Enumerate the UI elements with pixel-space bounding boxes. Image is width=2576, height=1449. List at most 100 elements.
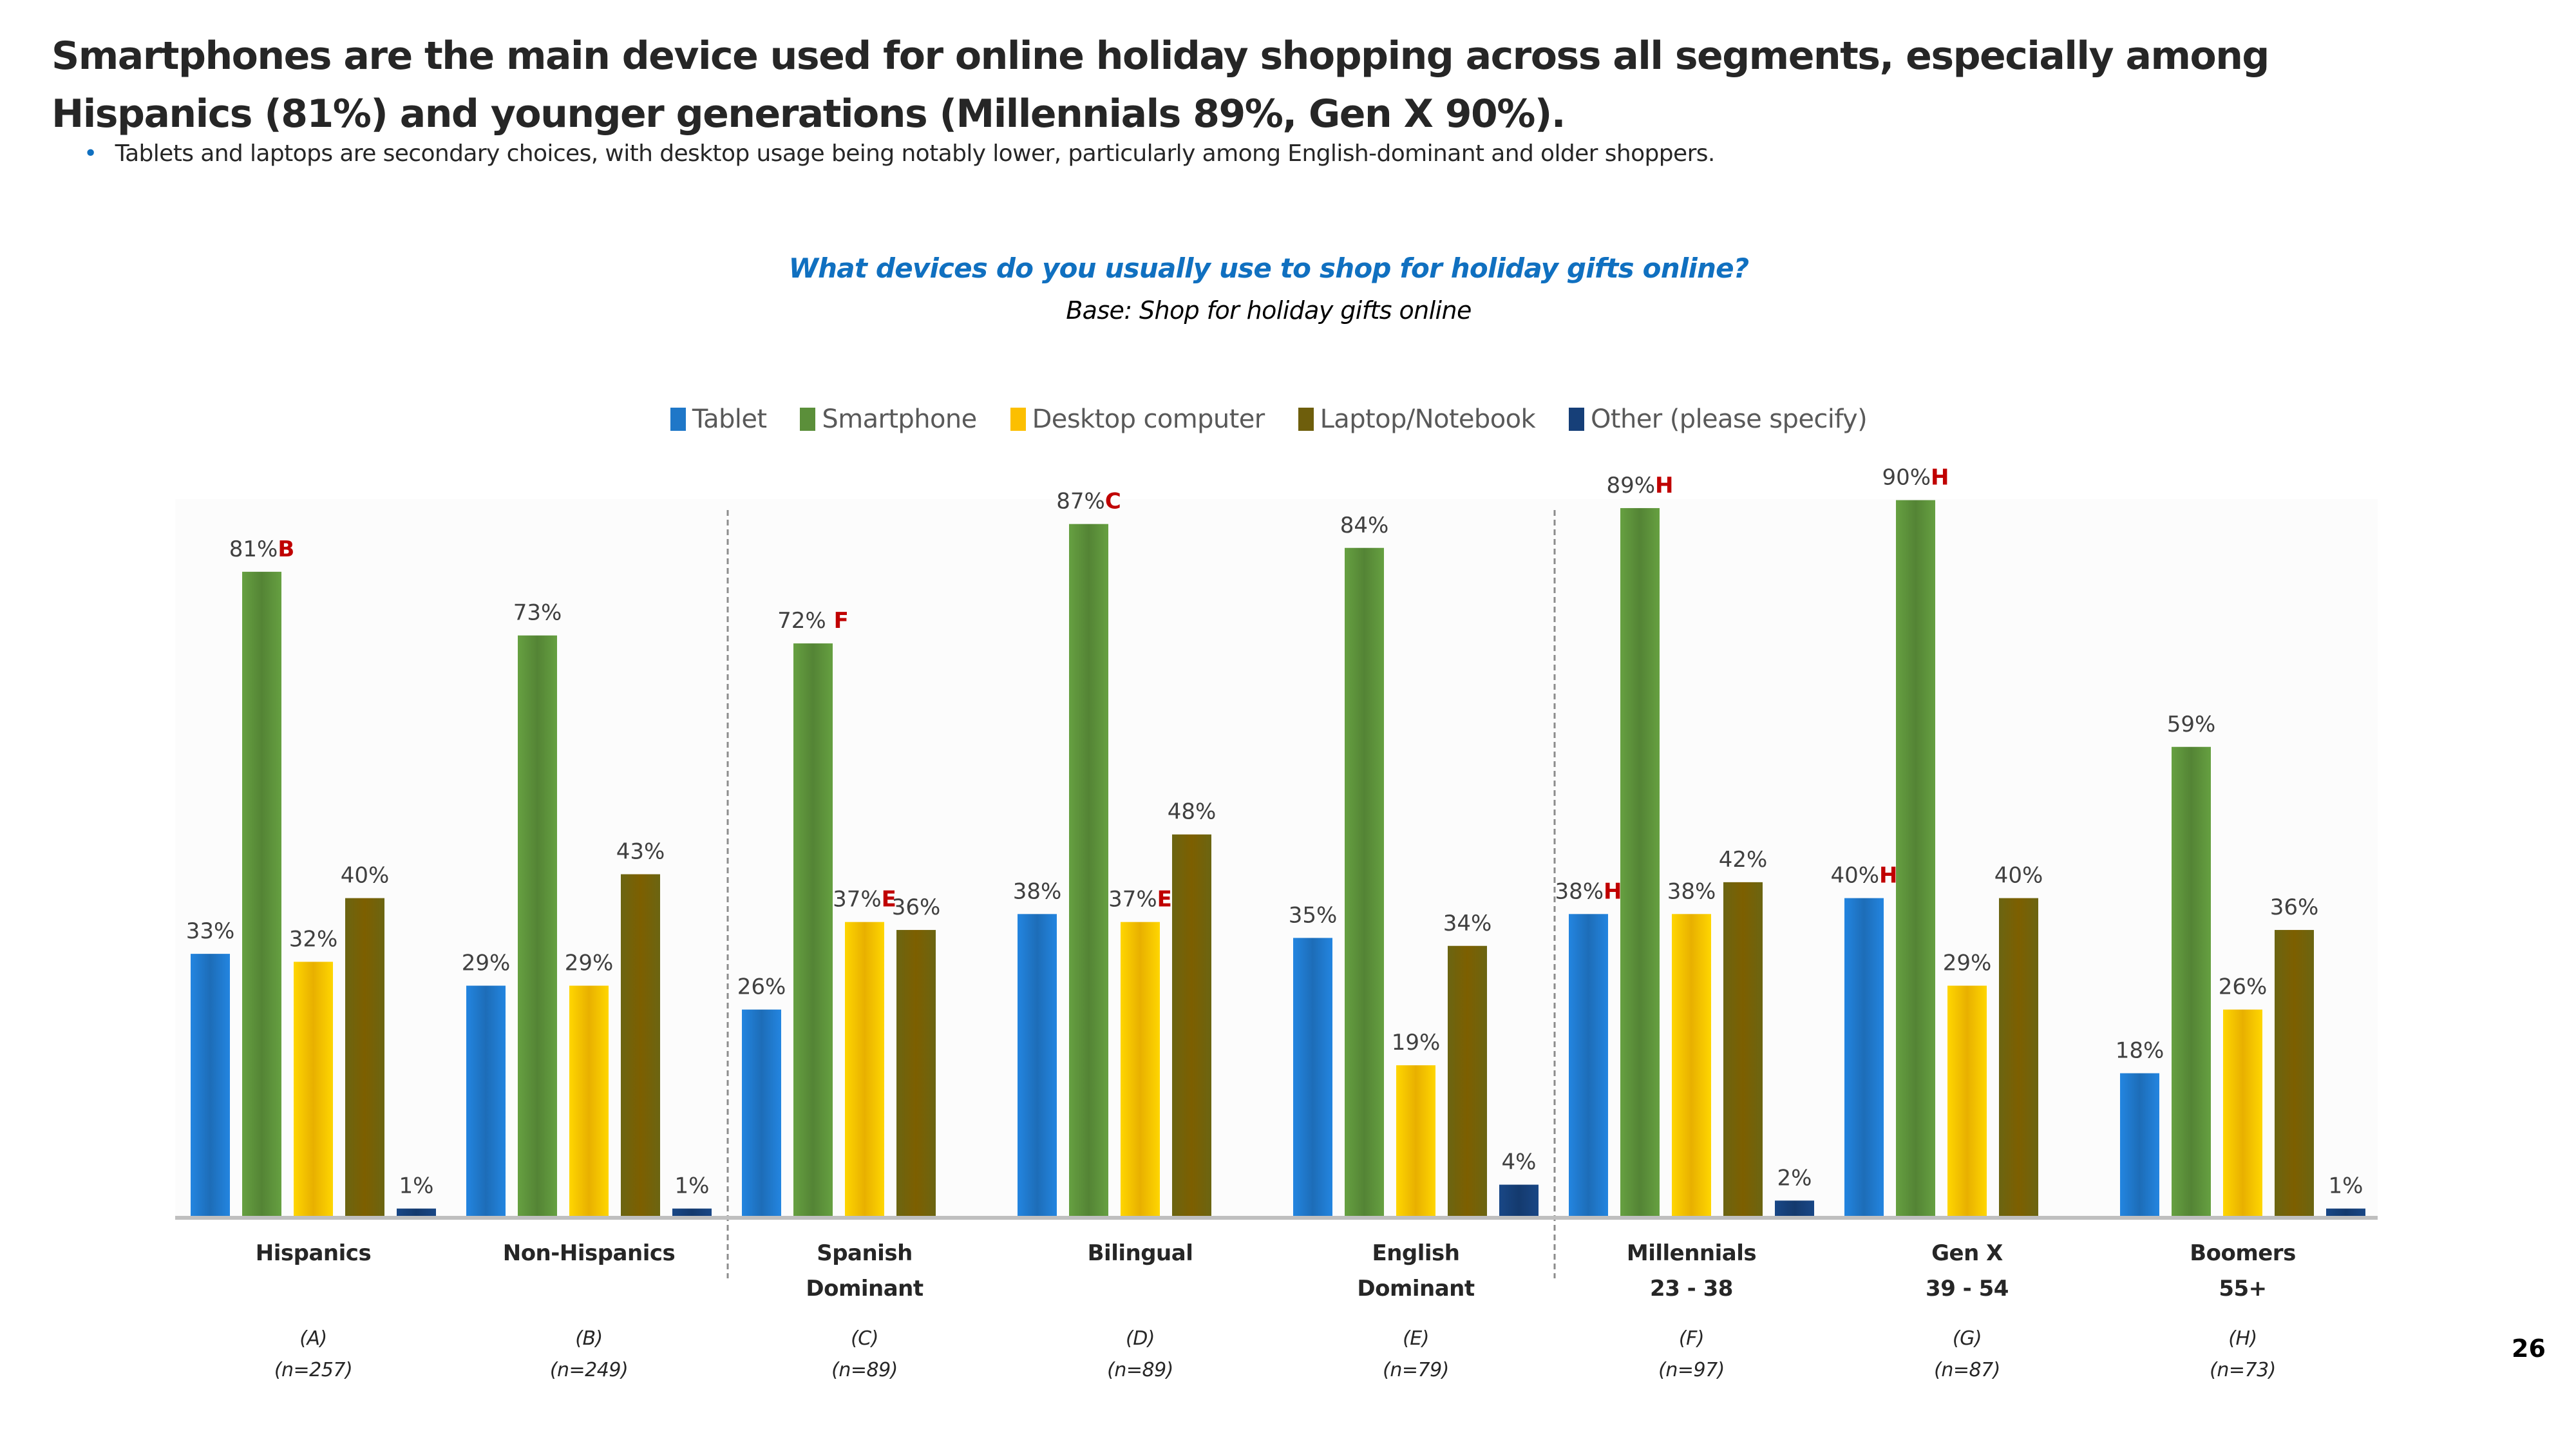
data-label: 26% (2219, 974, 2268, 1000)
bar-other-please-specify-boomers-55 (2326, 1208, 2365, 1217)
bar-smartphone-millennials-23-38 (1620, 507, 1660, 1217)
category-label: Boomers (2190, 1240, 2296, 1266)
category-label: Dominant (806, 1276, 923, 1302)
significance-letter: H (1931, 465, 1949, 491)
data-label-value: 18% (2116, 1038, 2164, 1064)
significance-letter: B (278, 536, 294, 562)
bullet-dot-icon: • (84, 140, 97, 167)
data-label: 1% (2329, 1173, 2363, 1199)
data-label: 32% (289, 926, 338, 952)
data-label-value: 1% (2329, 1173, 2363, 1199)
sample-size: (n=97) (1658, 1359, 1725, 1381)
data-label-value: 2% (1777, 1165, 1812, 1191)
data-label-value: 1% (675, 1173, 710, 1199)
data-label-value: 19% (1392, 1030, 1441, 1056)
group-letter: (G) (1953, 1327, 1982, 1350)
bullet-point: • Tablets and laptops are secondary choic… (84, 140, 1715, 167)
category-label: Millennials (1627, 1240, 1756, 1266)
bar-smartphone-english-dominant (1345, 547, 1384, 1217)
bar-smartphone-non-hispanics (518, 635, 557, 1217)
group-letter: (H) (2228, 1327, 2257, 1350)
category-label: Hispanics (256, 1240, 371, 1266)
data-label: 36% (892, 895, 941, 920)
bar-tablet-millennials-23-38 (1569, 914, 1608, 1217)
significance-letter: E (1157, 887, 1172, 913)
chart-legend: Tablet Smartphone Desktop computer Laptop/N… (0, 404, 2537, 434)
data-label-value: 37% (1108, 887, 1157, 913)
bar-desktop-computer-hispanics (294, 961, 333, 1217)
data-label-value: 29% (462, 951, 511, 976)
data-label: 37%E (833, 887, 896, 913)
data-label: 43% (616, 839, 665, 865)
sample-size: (n=79) (1383, 1359, 1449, 1381)
data-label: 33% (186, 918, 235, 944)
legend-label: Tablet (692, 404, 767, 434)
bar-tablet-non-hispanics (466, 985, 506, 1217)
data-label: 38%H (1555, 878, 1622, 904)
bar-desktop-computer-non-hispanics (569, 985, 609, 1217)
bar-tablet-english-dominant (1293, 938, 1332, 1217)
significance-letter: E (882, 887, 896, 913)
group-letter: (F) (1679, 1327, 1704, 1350)
bar-tablet-boomers-55 (2120, 1073, 2159, 1217)
bar-tablet-spanish-dominant (742, 1009, 781, 1217)
category-label: Gen X (1931, 1240, 2003, 1266)
bar-laptop-notebook-spanish-dominant (896, 930, 936, 1217)
data-label: 38% (1013, 878, 1062, 904)
bar-laptop-notebook-non-hispanics (621, 874, 660, 1217)
data-label-value: 36% (892, 895, 941, 920)
chart-title: What devices do you usually use to shop … (788, 252, 1749, 284)
category-label: 55+ (2219, 1276, 2266, 1302)
group-letter: (D) (1126, 1327, 1155, 1350)
data-label: 87%C (1056, 489, 1121, 515)
data-label-value: 38% (1667, 878, 1716, 904)
significance-letter: H (1655, 473, 1673, 498)
bar-desktop-computer-english-dominant (1396, 1065, 1435, 1217)
bar-laptop-notebook-gen-x-39-54 (1999, 898, 2038, 1217)
data-label: 84% (1340, 513, 1389, 538)
category-label: Bilingual (1088, 1240, 1193, 1266)
data-label-value: 48% (1168, 799, 1217, 825)
sample-size: (n=257) (274, 1359, 352, 1381)
bar-laptop-notebook-hispanics (345, 898, 384, 1217)
bar-laptop-notebook-english-dominant (1448, 945, 1487, 1217)
data-label: 19% (1392, 1030, 1441, 1056)
bar-desktop-computer-millennials-23-38 (1672, 914, 1711, 1217)
significance-letter: C (1105, 489, 1121, 515)
bar-desktop-computer-spanish-dominant (845, 922, 884, 1217)
sample-size: (n=249) (550, 1359, 628, 1381)
legend-item-smartphone: Smartphone (800, 404, 977, 434)
data-label-value: 29% (1943, 951, 1992, 976)
legend-swatch-icon (1298, 408, 1314, 431)
sample-size: (n=73) (2210, 1359, 2276, 1381)
data-label: 90%H (1882, 465, 1949, 491)
data-label-value: 81% (229, 536, 278, 562)
sample-size: (n=89) (831, 1359, 898, 1381)
legend-label: Smartphone (822, 404, 977, 434)
legend-label: Desktop computer (1032, 404, 1265, 434)
data-label: 42% (1719, 847, 1768, 873)
bar-tablet-bilingual (1018, 914, 1057, 1217)
data-label: 1% (675, 1173, 710, 1199)
data-label-value: 32% (289, 926, 338, 952)
data-label-value: 59% (2167, 712, 2216, 737)
legend-swatch-icon (1569, 408, 1585, 431)
bar-smartphone-spanish-dominant (793, 643, 833, 1217)
data-label-value: 84% (1340, 513, 1389, 538)
data-label-value: 40% (1830, 863, 1879, 889)
data-label: 34% (1443, 911, 1492, 936)
data-label-value: 37% (833, 887, 882, 913)
data-label: 59% (2167, 712, 2216, 737)
data-label: 48% (1168, 799, 1217, 825)
data-label: 1% (399, 1173, 434, 1199)
data-label-value: 1% (399, 1173, 434, 1199)
data-label: 40% (1994, 863, 2043, 889)
group-letter: (E) (1403, 1327, 1429, 1350)
bar-laptop-notebook-bilingual (1172, 834, 1211, 1217)
data-label-value: 36% (2270, 895, 2319, 920)
data-label: 29% (1943, 951, 1992, 976)
data-label-value: 40% (341, 863, 390, 889)
data-label-value: 4% (1502, 1150, 1537, 1175)
significance-letter: F (826, 608, 849, 634)
data-label: 37%E (1108, 887, 1172, 913)
